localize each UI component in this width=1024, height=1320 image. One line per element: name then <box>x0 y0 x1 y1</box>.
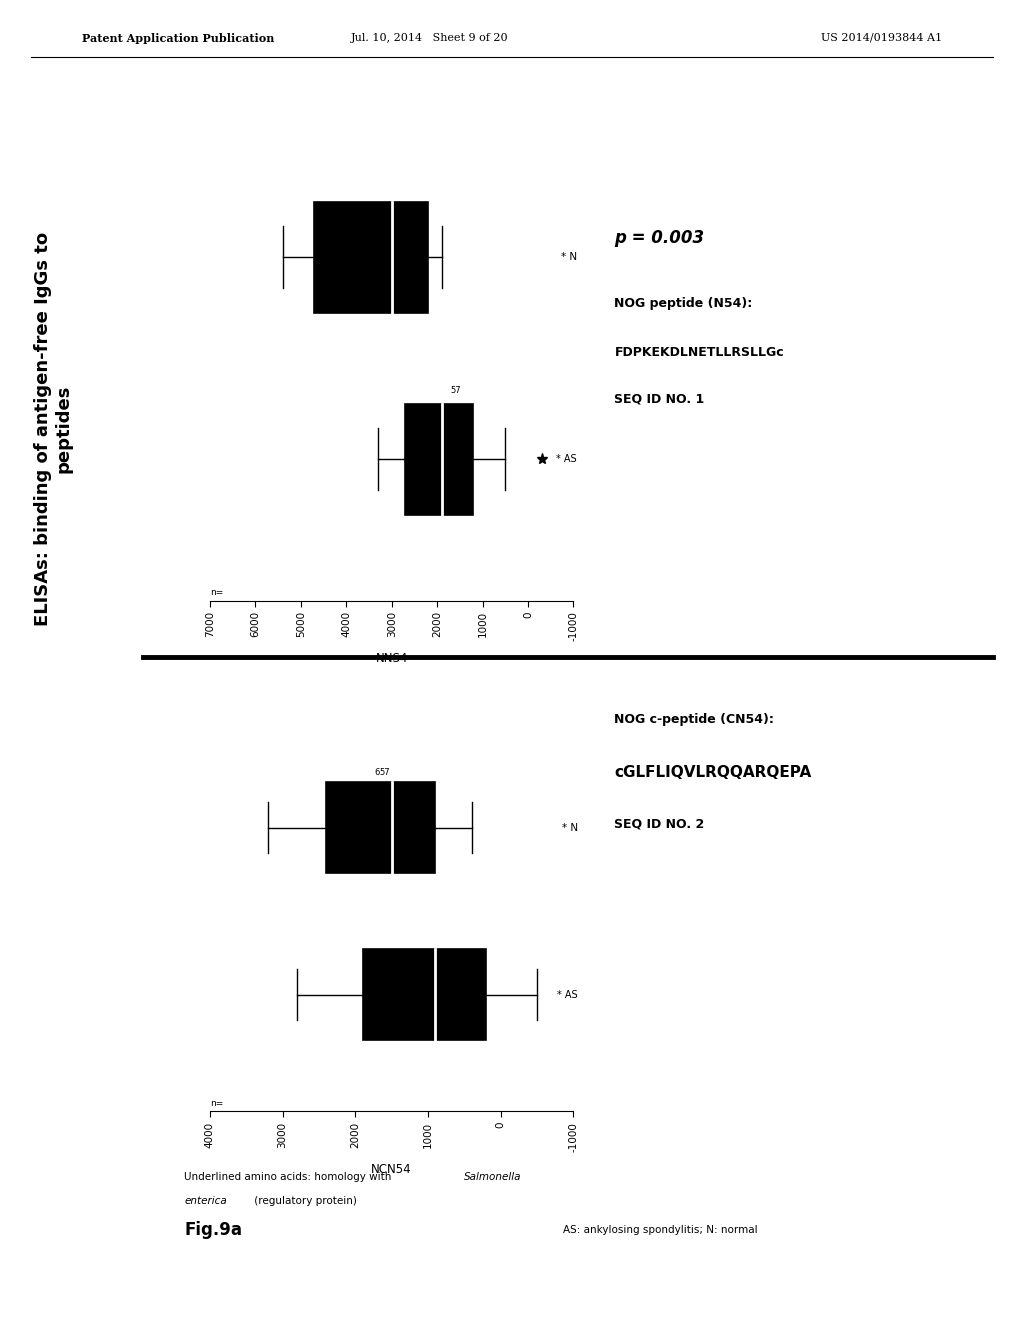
Text: NOG peptide (N54):: NOG peptide (N54): <box>614 297 753 310</box>
Text: p = 0.003: p = 0.003 <box>614 228 705 247</box>
Text: US 2014/0193844 A1: US 2014/0193844 A1 <box>821 33 942 44</box>
Text: ELISAs: binding of antigen-free IgGs to
peptides: ELISAs: binding of antigen-free IgGs to … <box>34 232 73 626</box>
X-axis label: NNS4: NNS4 <box>376 652 408 665</box>
Text: NOG c-peptide (CN54):: NOG c-peptide (CN54): <box>614 713 774 726</box>
Text: * AS: * AS <box>556 454 578 465</box>
Text: Salmonella: Salmonella <box>464 1172 521 1183</box>
Bar <box>314 202 428 313</box>
Text: Jul. 10, 2014   Sheet 9 of 20: Jul. 10, 2014 Sheet 9 of 20 <box>351 33 509 44</box>
Bar <box>327 781 435 874</box>
Text: * AS: * AS <box>557 990 578 999</box>
Text: n=: n= <box>210 1100 223 1107</box>
Text: Patent Application Publication: Patent Application Publication <box>82 33 274 44</box>
Text: Fig.9a: Fig.9a <box>184 1221 243 1239</box>
Text: AS: ankylosing spondylitis; N: normal: AS: ankylosing spondylitis; N: normal <box>563 1225 758 1236</box>
Text: cGLFLIQVLRQQARQEPA: cGLFLIQVLRQQARQEPA <box>614 764 812 780</box>
Bar <box>406 404 473 515</box>
X-axis label: NCN54: NCN54 <box>372 1163 412 1176</box>
Bar <box>362 949 486 1040</box>
Text: SEQ ID NO. 1: SEQ ID NO. 1 <box>614 392 705 405</box>
Text: Underlined amino acids: homology with: Underlined amino acids: homology with <box>184 1172 395 1183</box>
Text: FDPKEKDLNETLLRSLLGc: FDPKEKDLNETLLRSLLGc <box>614 346 784 359</box>
Text: 57: 57 <box>379 768 390 777</box>
Text: * N: * N <box>562 822 578 833</box>
Text: n=: n= <box>210 587 223 597</box>
Text: enterica: enterica <box>184 1196 227 1206</box>
Text: * N: * N <box>561 252 578 263</box>
Text: 6: 6 <box>375 768 380 777</box>
Text: (regulatory protein): (regulatory protein) <box>251 1196 356 1206</box>
Text: SEQ ID NO. 2: SEQ ID NO. 2 <box>614 817 705 830</box>
Text: 57: 57 <box>450 385 461 395</box>
